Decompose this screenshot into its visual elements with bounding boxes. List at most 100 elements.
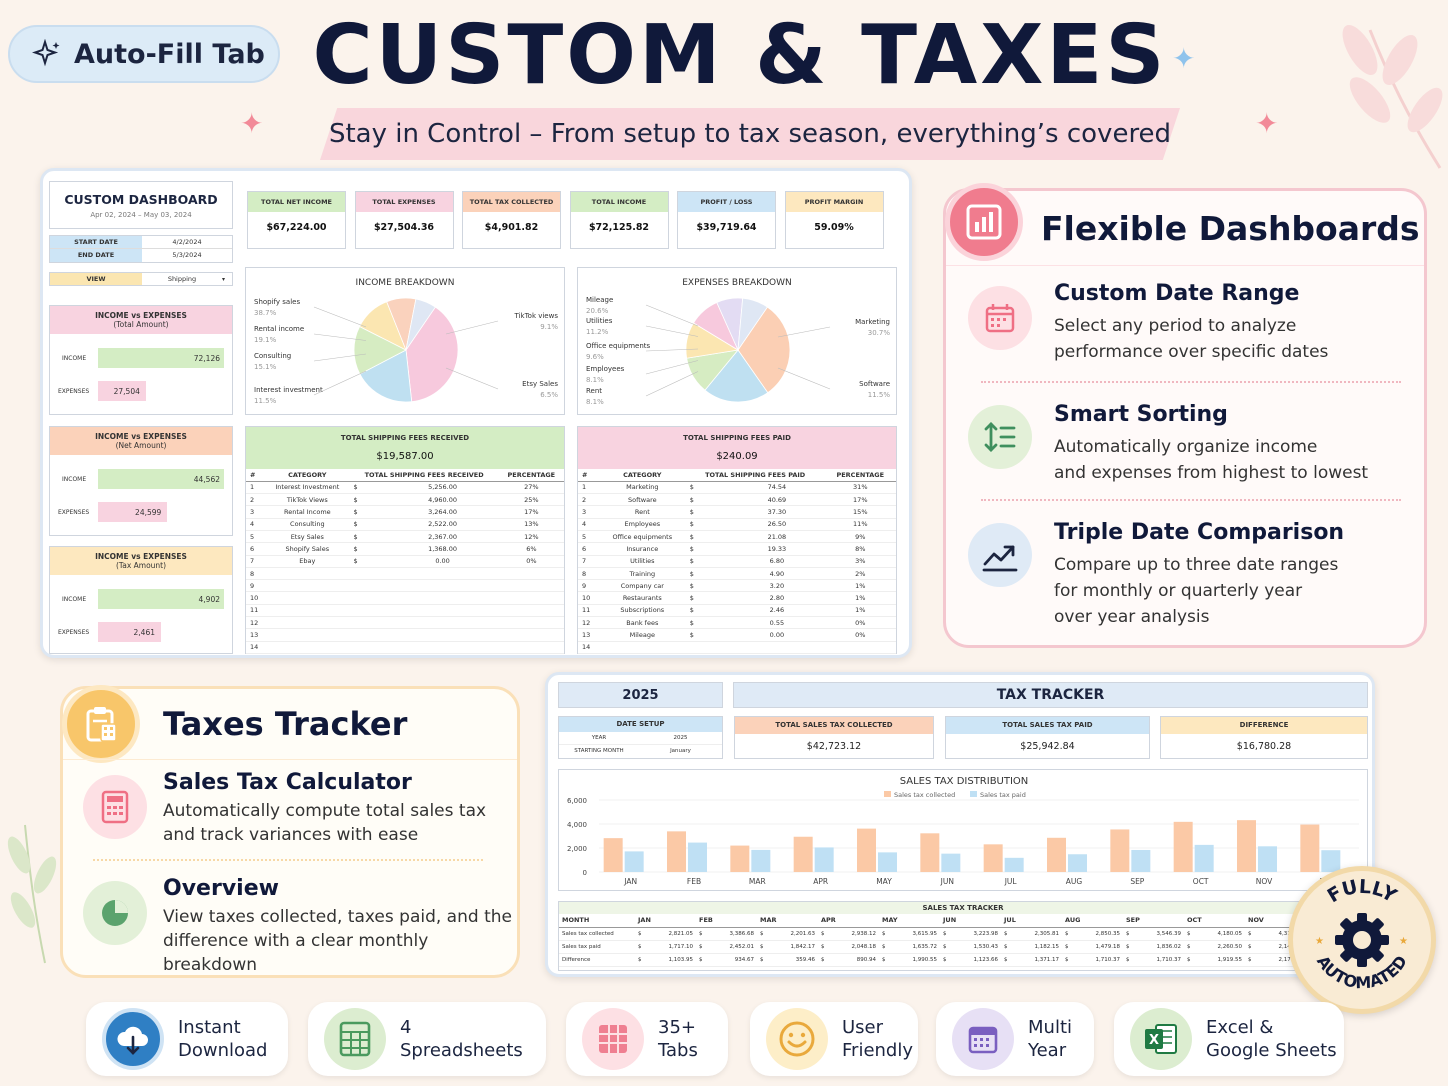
table-cell: $ — [685, 530, 730, 544]
table-cell: Subscriptions — [598, 604, 686, 618]
table-cell: 5 — [578, 530, 599, 544]
pie-label: Consulting — [254, 352, 291, 360]
starting-month-input[interactable]: January — [670, 748, 691, 754]
bar — [1004, 857, 1024, 872]
legend-label: Sales tax paid — [980, 791, 1026, 799]
feature-desc-line: Automatically organize income — [1054, 437, 1318, 457]
pie-percent: 9.6% — [586, 353, 604, 361]
kpi-label: PROFIT / LOSS — [678, 192, 775, 212]
ie-income-label: INCOME — [62, 596, 87, 603]
end-date-value[interactable]: 5/3/2024 — [172, 251, 202, 259]
table-row: 7 Utilities $6.80 3% — [578, 555, 896, 568]
kpi-value: $67,224.00 — [266, 222, 327, 233]
table-header: MAY — [879, 914, 940, 928]
sort-icon — [968, 405, 1032, 469]
ie-expenses-value: 24,599 — [135, 507, 162, 517]
starting-month-label: STARTING MONTH — [574, 748, 624, 754]
pie-label: Marketing — [855, 318, 890, 326]
pie-chart-icon — [83, 881, 147, 945]
table-row: 8 — [246, 567, 564, 581]
feature-description: Select any period to analyze performance… — [1054, 313, 1328, 365]
pie-slice — [737, 297, 768, 352]
view-selector[interactable]: VIEW Shipping ▾ — [49, 272, 233, 286]
start-date-value[interactable]: 4/2/2024 — [172, 238, 202, 246]
table-cell: 37.30 — [729, 505, 825, 519]
cell-value: 1,182.15 — [1034, 943, 1060, 950]
table-cell: $ 2,850.35 — [1062, 927, 1123, 941]
table-cell: $ — [349, 505, 387, 519]
table-header: PERCENTAGE — [498, 469, 564, 482]
taxes-tracker-card: Taxes Tracker Sales Tax Calculator Autom… — [60, 685, 520, 978]
table-cell: 5 — [246, 530, 266, 544]
ie-total-subtitle: (Total Amount) — [113, 320, 169, 329]
year-input[interactable]: 2025 — [673, 735, 688, 741]
flexible-dashboards-card: Flexible Dashboards Custom Date Range Se… — [943, 183, 1427, 648]
table-row: 1 Marketing $74.54 31% — [578, 481, 896, 495]
bar — [751, 849, 771, 872]
table-cell: 9% — [824, 530, 896, 544]
table-row: 3 Rental Income $3,264.00 17% — [246, 505, 564, 519]
table-cell: $ 1,530.43 — [940, 940, 1001, 954]
ie-tax-title: INCOME vs EXPENSES — [95, 552, 187, 561]
shipping-received-total: $19,587.00 — [376, 451, 434, 462]
table-cell: 3 — [578, 505, 599, 519]
income-bar — [98, 348, 224, 368]
ie-expenses-label: EXPENSES — [58, 629, 90, 636]
bar — [793, 836, 813, 872]
cell-value: 1,990.55 — [912, 956, 938, 963]
pie-label: Software — [859, 380, 890, 388]
total-collected-box: TOTAL SALES TAX COLLECTED $42,723.12 — [734, 716, 934, 759]
table-row: 2 TikTok Views $4,960.00 25% — [246, 493, 564, 507]
pie-label: Employees — [586, 365, 625, 373]
table-cell: $ — [685, 604, 730, 618]
table-row: 5 Office equipments $21.08 9% — [578, 530, 896, 544]
pie-percent: 19.1% — [254, 336, 277, 344]
pie-percent: 38.7% — [254, 309, 277, 317]
table-cell: 4 — [578, 518, 599, 531]
cell-value: 1,919.55 — [1217, 956, 1243, 963]
ie-expenses-label: EXPENSES — [58, 509, 90, 516]
sales-tax-tracker-table: SALES TAX TRACKER MONTH JAN FEB MAR APR MAY JU… — [558, 901, 1368, 971]
kpi-value: 59.09% — [814, 222, 854, 233]
pie-leader-line — [313, 353, 367, 362]
bar — [603, 838, 623, 872]
pill-line: Multi — [1028, 1017, 1072, 1038]
pie-label: Rent — [586, 387, 602, 395]
table-row: 4 Consulting $2,522.00 13% — [246, 518, 564, 531]
chevron-down-icon[interactable]: ▾ — [222, 276, 226, 283]
view-value[interactable]: Shipping — [167, 275, 197, 283]
x-tick-label: APR — [813, 877, 828, 886]
pie-label: Interest investment — [254, 386, 323, 394]
table-cell: 9 — [578, 579, 599, 593]
pill-line: Friendly — [842, 1040, 914, 1061]
table-cell: 17% — [824, 493, 896, 507]
table-row: 3 Rent $37.30 15% — [578, 505, 896, 519]
sales-tax-grid: MONTHJANFEBMARAPRMAYJUNJULAUGSEPOCTNOVDE… — [559, 914, 1367, 967]
leaf-decoration-icon — [1342, 25, 1443, 169]
pie-slice — [359, 349, 413, 403]
sales-tax-distribution-chart: SALES TAX DISTRIBUTION Sales tax collecte… — [558, 769, 1368, 891]
table-cell: $ — [349, 518, 387, 531]
feature-desc-line: Select any period to analyze — [1054, 316, 1297, 336]
table-cell: $ 2,048.18 — [818, 940, 879, 954]
sparkle-icon — [32, 39, 60, 67]
table-cell: Training — [598, 567, 686, 581]
table-cell: 17% — [498, 505, 564, 519]
table-cell: $ — [685, 518, 730, 531]
table-cell — [729, 641, 825, 654]
page-subtitle: Stay in Control – From setup to tax seas… — [320, 108, 1180, 160]
shipping-received-table: TOTAL SHIPPING FEES RECEIVED $19,587.00 … — [245, 426, 565, 654]
bar — [857, 828, 876, 872]
table-cell: $ 1,182.15 — [1001, 940, 1062, 954]
feature-desc-line: performance over specific dates — [1054, 342, 1329, 362]
custom-dashboard-preview: CUSTOM DASHBOARD Apr 02, 2024 – May 03, … — [40, 168, 912, 658]
table-cell: 2.80 — [729, 591, 825, 605]
end-date-label: END DATE — [50, 249, 142, 262]
bar — [1131, 849, 1151, 872]
autofill-tab-badge: Auto-Fill Tab — [8, 25, 280, 83]
pie-leader-line — [445, 320, 499, 335]
table-cell — [386, 641, 499, 654]
trend-up-icon — [968, 523, 1032, 587]
shipping-received-title: TOTAL SHIPPING FEES RECEIVED — [340, 434, 470, 442]
table-cell — [349, 604, 387, 618]
